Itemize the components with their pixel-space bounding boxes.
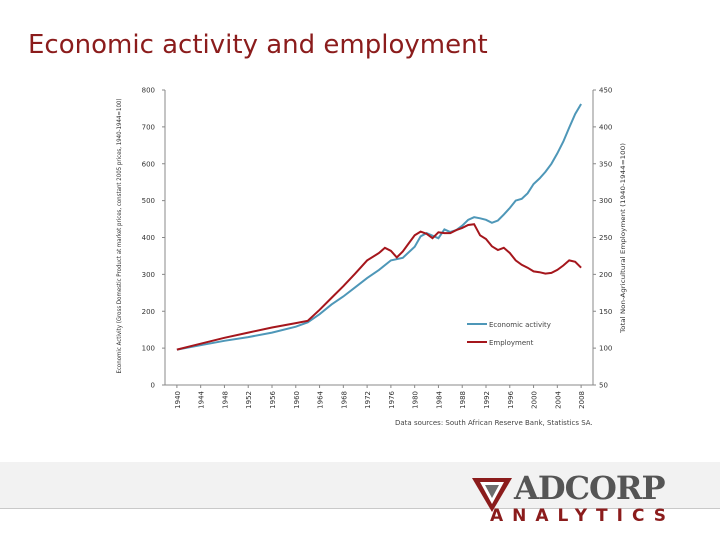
right-tick-label: 250 — [599, 234, 612, 242]
left-tick-label: 600 — [142, 160, 155, 168]
x-tick-label: 1940 — [174, 391, 182, 409]
right-tick-label: 350 — [599, 160, 612, 168]
right-tick-label: 50 — [599, 382, 608, 390]
logo-tagline: ANALYTICS — [490, 506, 675, 526]
x-axis-ticks: 1940 1944 1948 1952 1956 1960 1964 1968 1972 1976… — [174, 385, 586, 409]
right-axis-title: Total Non-Agricultural Employment (1940-… — [619, 143, 627, 334]
x-tick-label: 1948 — [221, 391, 229, 409]
left-tick-label: 700 — [142, 123, 155, 131]
right-tick-label: 300 — [599, 197, 612, 205]
footer-band — [0, 462, 720, 508]
footer-divider — [0, 508, 720, 509]
left-axis-title: Economic Activity (Gross Domestic Produc… — [115, 99, 123, 374]
left-tick-label: 200 — [142, 308, 155, 316]
left-tick-label: 500 — [142, 197, 155, 205]
x-tick-label: 1972 — [364, 391, 372, 409]
x-tick-label: 2004 — [554, 390, 562, 408]
x-tick-label: 2008 — [578, 391, 586, 409]
company-logo: ADCORP ANALYTICS — [464, 466, 666, 530]
slide-title: Economic activity and employment — [28, 30, 488, 60]
line-chart: 1940 1944 1948 1952 1956 1960 1964 1968 1972 1976… — [115, 87, 627, 409]
x-tick-label: 1976 — [388, 390, 396, 408]
legend-label-employment: Employment — [489, 339, 534, 347]
left-tick-label: 300 — [142, 271, 155, 279]
left-tick-label: 0 — [151, 382, 155, 390]
legend-label-economic-activity: Economic activity — [489, 321, 551, 329]
series-line-employment — [176, 223, 582, 351]
logo-wordmark: ADCORP — [514, 469, 666, 507]
left-axis-ticks: 0 100 200 300 400 500 600 700 800 — [142, 87, 165, 390]
right-axis-ticks: 50 100 150 200 250 300 350 400 450 — [593, 87, 612, 390]
x-tick-label: 1984 — [435, 390, 443, 408]
x-tick-label: 1988 — [459, 391, 467, 409]
right-tick-label: 450 — [599, 87, 612, 95]
series-line-economic-activity — [176, 103, 582, 351]
x-tick-label: 1968 — [340, 391, 348, 409]
logo-mark-icon — [472, 478, 512, 512]
right-tick-label: 150 — [599, 308, 612, 316]
left-tick-label: 400 — [142, 234, 155, 242]
right-tick-label: 100 — [599, 345, 612, 353]
x-tick-label: 1964 — [317, 390, 325, 408]
x-tick-label: 2000 — [531, 391, 539, 409]
left-tick-label: 800 — [142, 87, 155, 95]
x-tick-label: 1980 — [412, 391, 420, 409]
x-tick-label: 1952 — [245, 391, 253, 409]
right-tick-label: 200 — [599, 271, 612, 279]
right-tick-label: 400 — [599, 123, 612, 131]
x-tick-label: 1992 — [483, 391, 491, 409]
x-tick-label: 1996 — [507, 390, 515, 408]
legend: Economic activity Employment — [467, 321, 551, 347]
x-tick-label: 1956 — [269, 390, 277, 408]
x-tick-label: 1944 — [198, 390, 206, 408]
x-tick-label: 1960 — [293, 391, 301, 409]
data-source-note: Data sources: South African Reserve Bank… — [395, 419, 593, 427]
left-tick-label: 100 — [142, 345, 155, 353]
